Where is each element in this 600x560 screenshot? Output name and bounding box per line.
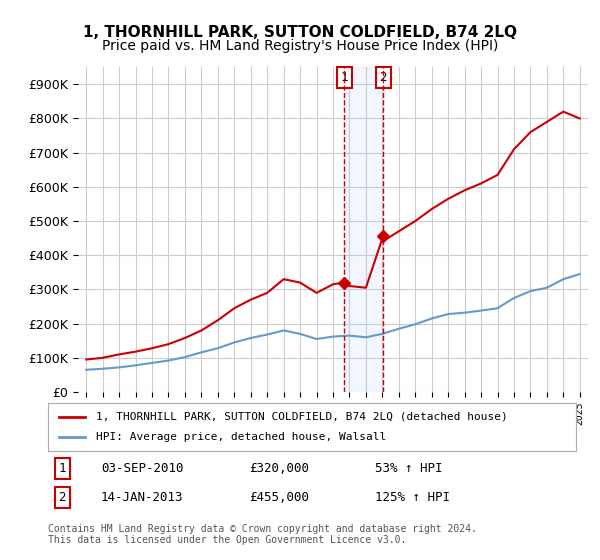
Text: 1: 1 bbox=[59, 462, 66, 475]
Text: 14-JAN-2013: 14-JAN-2013 bbox=[101, 491, 184, 504]
Text: 03-SEP-2010: 03-SEP-2010 bbox=[101, 462, 184, 475]
Text: £320,000: £320,000 bbox=[248, 462, 308, 475]
Text: £455,000: £455,000 bbox=[248, 491, 308, 504]
Text: Price paid vs. HM Land Registry's House Price Index (HPI): Price paid vs. HM Land Registry's House … bbox=[102, 39, 498, 53]
Text: 2: 2 bbox=[59, 491, 66, 504]
Text: 2: 2 bbox=[379, 71, 387, 84]
Bar bbox=[344, 67, 383, 392]
Text: 1, THORNHILL PARK, SUTTON COLDFIELD, B74 2LQ: 1, THORNHILL PARK, SUTTON COLDFIELD, B74… bbox=[83, 25, 517, 40]
Text: 125% ↑ HPI: 125% ↑ HPI bbox=[376, 491, 451, 504]
Text: 1, THORNHILL PARK, SUTTON COLDFIELD, B74 2LQ (detached house): 1, THORNHILL PARK, SUTTON COLDFIELD, B74… bbox=[95, 412, 507, 422]
Text: 53% ↑ HPI: 53% ↑ HPI bbox=[376, 462, 443, 475]
Text: HPI: Average price, detached house, Walsall: HPI: Average price, detached house, Wals… bbox=[95, 432, 386, 442]
Text: Contains HM Land Registry data © Crown copyright and database right 2024.
This d: Contains HM Land Registry data © Crown c… bbox=[48, 524, 477, 545]
Text: 1: 1 bbox=[340, 71, 348, 84]
